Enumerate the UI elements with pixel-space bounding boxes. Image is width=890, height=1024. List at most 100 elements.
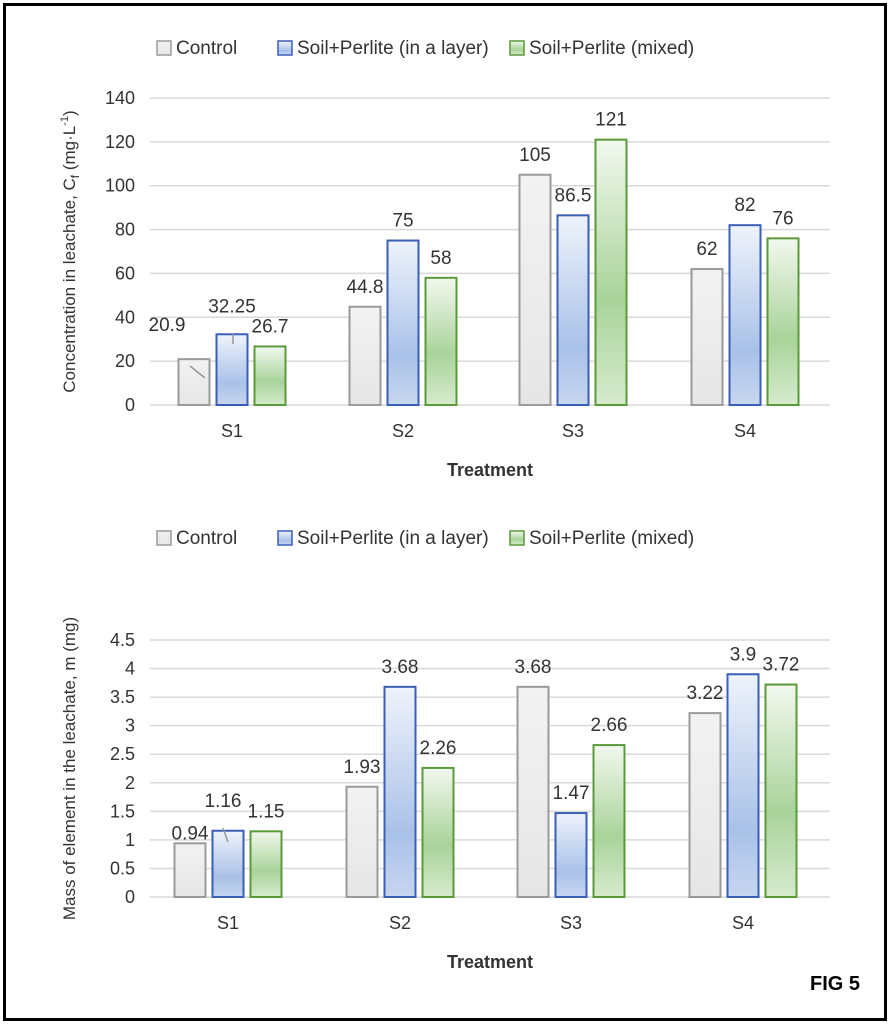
chart-2: Control Soil+Perlite (in a layer) Soil+Per… [60, 528, 830, 972]
bar-soil-perlite-mixed--s2 [421, 766, 455, 898]
y-tick-label: 2 [125, 773, 135, 793]
data-label: 3.68 [515, 657, 552, 678]
bar-soil-perlite-in-a-layer--s1 [215, 333, 249, 407]
bar-soil-perlite-mixed--s1 [253, 345, 287, 406]
leader-line [222, 827, 229, 843]
bar-control-s4 [688, 712, 722, 899]
data-label: 1.47 [553, 783, 590, 804]
data-label: 2.26 [420, 738, 457, 759]
data-label: 3.9 [730, 644, 756, 665]
y-tick-label: 100 [105, 176, 135, 196]
y-tick-label: 120 [105, 132, 135, 152]
y-tick-label: 3.5 [110, 687, 135, 707]
legend-item: Soil+Perlite (mixed) [509, 38, 694, 59]
bar-soil-perlite-mixed--s3 [594, 138, 628, 407]
data-label: 1.93 [344, 757, 381, 778]
bar-soil-perlite-mixed--s4 [764, 683, 798, 899]
bar-control-s4 [690, 268, 724, 406]
y-axis-label: Mass of element in the leachate, m (mg) [60, 617, 79, 920]
legend-label: Control [176, 38, 237, 59]
bar-soil-perlite-in-a-layer--s4 [728, 224, 762, 406]
data-label: 121 [595, 110, 627, 131]
y-tick-label: 3 [125, 716, 135, 736]
legend-label: Soil+Perlite (mixed) [529, 528, 694, 549]
data-label: 0.94 [172, 823, 209, 844]
data-label: 105 [519, 145, 551, 166]
data-label: 86.5 [555, 185, 592, 206]
legend-label: Soil+Perlite (mixed) [529, 38, 694, 59]
leader-line [189, 365, 206, 379]
y-tick-label: 140 [105, 88, 135, 108]
legend-swatch [509, 40, 525, 56]
bar-control-s3 [516, 685, 550, 898]
data-label: 2.66 [591, 715, 628, 736]
figure-label: FIG 5 [809, 973, 860, 995]
data-label: 1.16 [205, 791, 242, 812]
x-tick-label: S2 [392, 421, 414, 441]
bar-soil-perlite-in-a-layer--s4 [726, 673, 760, 898]
bar-control-s2 [348, 305, 382, 407]
y-tick-label: 0.5 [110, 858, 135, 878]
bar-control-s3 [518, 173, 552, 406]
y-tick-label: 60 [115, 263, 135, 283]
bar-soil-perlite-in-a-layer--s2 [383, 685, 417, 898]
bar-control-s1 [173, 842, 207, 898]
y-tick-label: 20 [115, 351, 135, 371]
legend-label: Control [176, 528, 237, 549]
x-tick-label: S4 [734, 421, 756, 441]
bar-soil-perlite-in-a-layer--s3 [554, 812, 588, 899]
data-label: 62 [696, 239, 717, 260]
bar-control-s2 [345, 785, 379, 899]
data-label: 58 [430, 248, 451, 269]
legend-item: Soil+Perlite (in a layer) [277, 38, 489, 59]
y-tick-label: 80 [115, 220, 135, 240]
data-label: 75 [392, 211, 413, 232]
bar-soil-perlite-mixed--s2 [424, 276, 458, 407]
y-tick-label: 1 [125, 830, 135, 850]
data-label: 20.9 [149, 315, 186, 336]
figure-frame [3, 3, 887, 1021]
bar-soil-perlite-mixed--s3 [592, 744, 626, 899]
legend-item: Control [156, 528, 237, 549]
legend-swatch [156, 530, 172, 546]
x-tick-label: S3 [562, 421, 584, 441]
data-label: 3.22 [687, 683, 724, 704]
chart-1: Control Soil+Perlite (in a layer) Soil+Per… [59, 38, 830, 480]
x-axis-label: Treatment [447, 460, 533, 480]
y-tick-label: 2.5 [110, 744, 135, 764]
bar-soil-perlite-in-a-layer--s2 [386, 239, 420, 406]
data-label: 32.25 [208, 296, 256, 317]
bar-soil-perlite-mixed--s1 [249, 830, 283, 898]
legend-item: Soil+Perlite (in a layer) [277, 528, 489, 549]
y-tick-label: 0 [125, 887, 135, 907]
x-tick-label: S4 [732, 913, 754, 933]
legend-item: Soil+Perlite (mixed) [509, 528, 694, 549]
x-tick-label: S2 [389, 913, 411, 933]
data-label: 44.8 [347, 277, 384, 298]
legend-label: Soil+Perlite (in a layer) [297, 528, 489, 549]
legend-swatch [277, 40, 293, 56]
x-tick-label: S1 [221, 421, 243, 441]
x-tick-label: S1 [217, 913, 239, 933]
data-label: 82 [734, 195, 755, 216]
y-tick-label: 4.5 [110, 630, 135, 650]
data-label: 76 [772, 208, 793, 229]
x-tick-label: S3 [560, 913, 582, 933]
y-tick-label: 1.5 [110, 801, 135, 821]
x-axis-label: Treatment [447, 952, 533, 972]
bar-soil-perlite-in-a-layer--s1 [211, 829, 245, 898]
y-tick-label: 4 [125, 659, 135, 679]
data-label: 3.72 [763, 655, 800, 676]
y-tick-label: 40 [115, 307, 135, 327]
bar-control-s1 [177, 358, 211, 406]
legend-label: Soil+Perlite (in a layer) [297, 38, 489, 59]
data-label: 26.7 [252, 316, 289, 337]
legend-item: Control [156, 38, 237, 59]
bar-soil-perlite-mixed--s4 [766, 237, 800, 406]
legend-swatch [156, 40, 172, 56]
data-label: 1.15 [248, 801, 285, 822]
y-axis-label: Concentration in leachate, Cf (mg·L-1) [59, 110, 82, 392]
bar-soil-perlite-in-a-layer--s3 [556, 214, 590, 406]
y-tick-label: 0 [125, 395, 135, 415]
